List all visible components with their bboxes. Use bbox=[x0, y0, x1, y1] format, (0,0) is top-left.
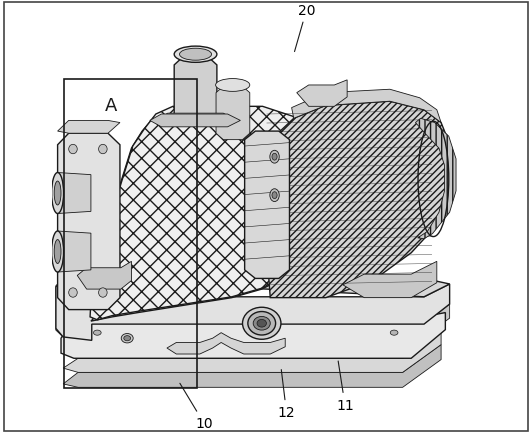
Polygon shape bbox=[57, 121, 120, 134]
Polygon shape bbox=[57, 231, 91, 273]
Polygon shape bbox=[90, 107, 334, 320]
Polygon shape bbox=[415, 119, 456, 239]
Bar bbox=[64, 80, 197, 388]
Polygon shape bbox=[57, 134, 120, 310]
Polygon shape bbox=[216, 87, 250, 140]
Ellipse shape bbox=[69, 145, 77, 155]
Ellipse shape bbox=[97, 297, 109, 306]
Ellipse shape bbox=[243, 308, 281, 339]
Polygon shape bbox=[91, 108, 334, 322]
Polygon shape bbox=[167, 333, 285, 354]
Ellipse shape bbox=[272, 192, 277, 199]
Polygon shape bbox=[157, 114, 234, 125]
Ellipse shape bbox=[98, 145, 107, 155]
Polygon shape bbox=[56, 279, 63, 337]
Ellipse shape bbox=[94, 274, 101, 279]
Ellipse shape bbox=[94, 330, 101, 335]
Ellipse shape bbox=[52, 231, 64, 273]
Ellipse shape bbox=[124, 336, 131, 341]
Text: 10: 10 bbox=[180, 383, 213, 431]
Text: 11: 11 bbox=[336, 361, 354, 412]
Polygon shape bbox=[63, 332, 441, 358]
Ellipse shape bbox=[257, 320, 267, 327]
Ellipse shape bbox=[174, 47, 217, 63]
Ellipse shape bbox=[54, 182, 61, 205]
Polygon shape bbox=[343, 262, 437, 298]
Ellipse shape bbox=[215, 79, 250, 92]
Text: 20: 20 bbox=[295, 3, 315, 53]
Ellipse shape bbox=[390, 330, 398, 335]
Polygon shape bbox=[292, 90, 441, 123]
Ellipse shape bbox=[98, 288, 107, 298]
Ellipse shape bbox=[272, 154, 277, 161]
Ellipse shape bbox=[270, 189, 279, 202]
Polygon shape bbox=[150, 115, 240, 128]
Ellipse shape bbox=[253, 317, 270, 330]
Polygon shape bbox=[63, 260, 450, 297]
Ellipse shape bbox=[52, 173, 64, 214]
Polygon shape bbox=[265, 102, 450, 298]
Polygon shape bbox=[297, 81, 347, 107]
Text: 12: 12 bbox=[278, 370, 295, 419]
Polygon shape bbox=[57, 173, 91, 214]
Ellipse shape bbox=[390, 276, 398, 281]
Ellipse shape bbox=[270, 151, 279, 164]
Ellipse shape bbox=[248, 312, 276, 335]
Ellipse shape bbox=[69, 288, 77, 298]
Ellipse shape bbox=[54, 240, 61, 264]
Ellipse shape bbox=[121, 334, 133, 343]
Polygon shape bbox=[61, 313, 445, 358]
Polygon shape bbox=[56, 304, 450, 337]
Polygon shape bbox=[63, 345, 441, 388]
Polygon shape bbox=[245, 132, 289, 279]
Text: A: A bbox=[105, 97, 118, 115]
Polygon shape bbox=[174, 56, 217, 125]
Polygon shape bbox=[63, 332, 441, 372]
Polygon shape bbox=[56, 279, 450, 341]
Ellipse shape bbox=[179, 49, 212, 61]
Polygon shape bbox=[77, 262, 131, 289]
Ellipse shape bbox=[94, 295, 111, 308]
